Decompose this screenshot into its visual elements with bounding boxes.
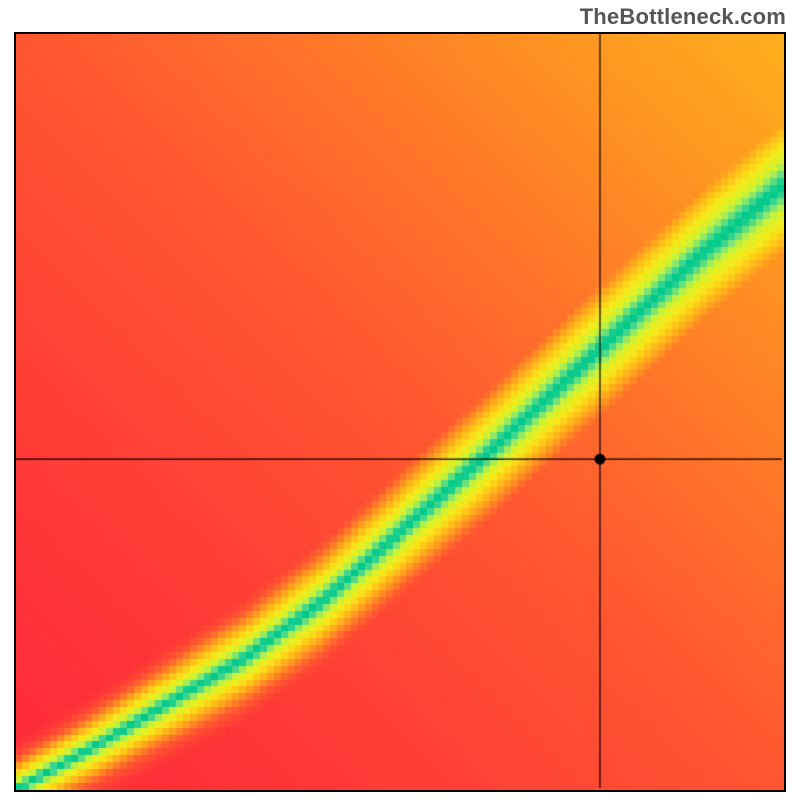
watermark-text: TheBottleneck.com — [580, 4, 786, 30]
bottleneck-heatmap — [14, 32, 786, 792]
page-container: TheBottleneck.com — [0, 0, 800, 800]
